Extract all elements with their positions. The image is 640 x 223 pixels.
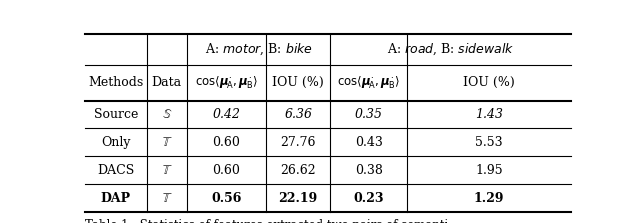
Text: DACS: DACS [97,164,134,177]
Text: 6.36: 6.36 [284,108,312,121]
Text: 0.60: 0.60 [212,136,240,149]
Text: 0.60: 0.60 [212,164,240,177]
Text: 1.95: 1.95 [476,164,503,177]
Text: $\cos\!\left\langle\boldsymbol{\mu}_{\!\mathrm{A}}^{\!\cdot},\boldsymbol{\mu}_{\: $\cos\!\left\langle\boldsymbol{\mu}_{\!\… [337,74,401,91]
Text: 27.76: 27.76 [280,136,316,149]
Text: IOU (%): IOU (%) [463,76,515,89]
Text: 1.43: 1.43 [475,108,503,121]
Text: IOU (%): IOU (%) [273,76,324,89]
Text: Methods: Methods [88,76,143,89]
Text: $\mathbb{S}$: $\mathbb{S}$ [161,108,172,121]
Text: 26.62: 26.62 [280,164,316,177]
Text: A: $\mathit{road}$, B: $\mathit{sidewalk}$: A: $\mathit{road}$, B: $\mathit{sidewalk… [387,41,515,57]
Text: $\mathbb{T}$: $\mathbb{T}$ [161,192,172,205]
Text: Table 1.  Statistics of features extracted two pairs of semanti-: Table 1. Statistics of features extracte… [85,219,452,223]
Text: A: $\mathit{motor}$, B: $\mathit{bike}$: A: $\mathit{motor}$, B: $\mathit{bike}$ [205,41,312,57]
Text: 0.42: 0.42 [212,108,241,121]
Text: DAP: DAP [101,192,131,205]
Text: 5.53: 5.53 [476,136,503,149]
Text: 0.56: 0.56 [211,192,241,205]
Text: 22.19: 22.19 [278,192,318,205]
Text: Only: Only [101,136,131,149]
Text: $\mathbb{T}$: $\mathbb{T}$ [161,164,172,177]
Text: $\mathbb{T}$: $\mathbb{T}$ [161,136,172,149]
Text: 0.38: 0.38 [355,164,383,177]
Text: Source: Source [94,108,138,121]
Text: 0.43: 0.43 [355,136,383,149]
Text: 0.23: 0.23 [354,192,384,205]
Text: $\cos\!\left\langle\boldsymbol{\mu}_{\!\mathrm{A}}^{\!\cdot},\boldsymbol{\mu}_{\: $\cos\!\left\langle\boldsymbol{\mu}_{\!\… [195,74,258,91]
Text: 0.35: 0.35 [355,108,383,121]
Text: Data: Data [152,76,182,89]
Text: 1.29: 1.29 [474,192,504,205]
